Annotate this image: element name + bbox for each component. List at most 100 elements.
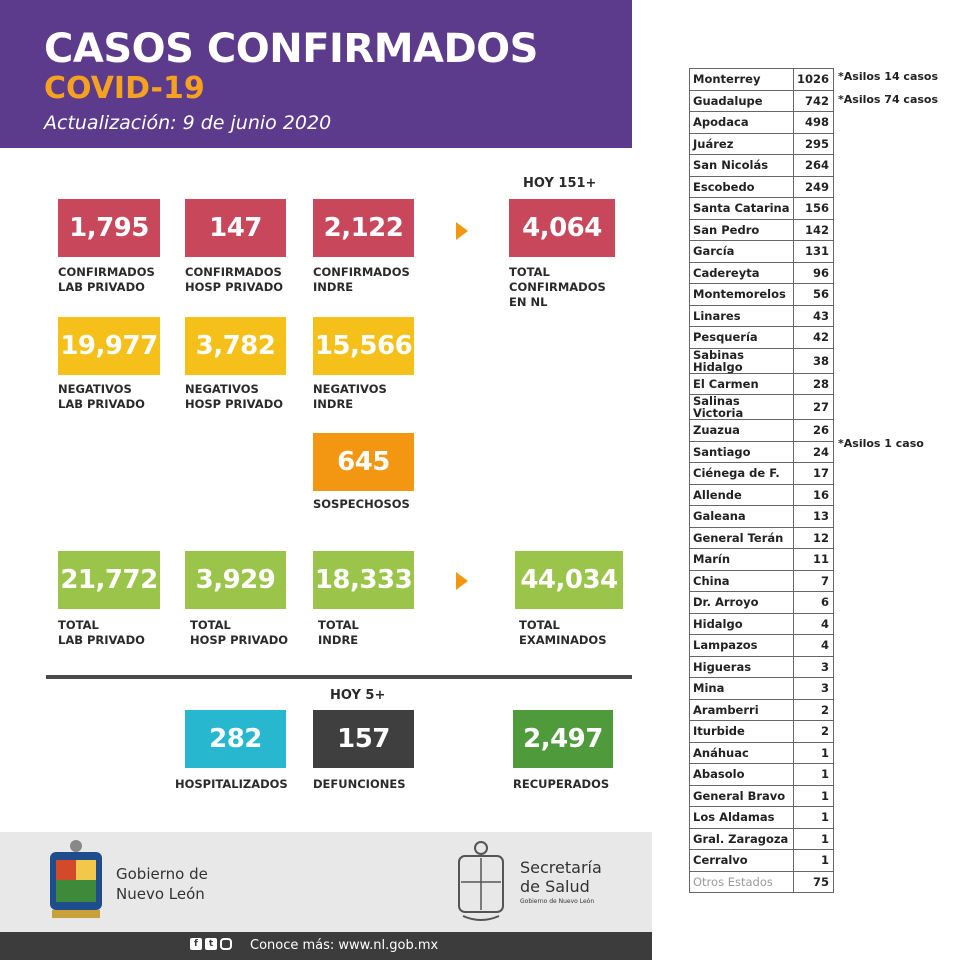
table-row: García 131 [689, 240, 835, 263]
table-row: Santiago 24 [689, 440, 835, 463]
table-row: Santa Catarina 156 [689, 197, 835, 220]
table-row: San Pedro 142 [689, 218, 835, 241]
municipio-count: 142 [792, 218, 835, 241]
table-row: General Terán 12 [689, 526, 835, 549]
update-date: Actualización: 9 de junio 2020 [44, 112, 332, 134]
municipio-name: Escobedo [689, 175, 794, 198]
municipio-count: 1 [792, 849, 835, 872]
negativos-lab-privado-value: 19,977 [58, 317, 160, 375]
municipio-count: 1 [792, 763, 835, 786]
note-monterrey: *Asilos 14 casos [838, 70, 939, 83]
municipio-count: 12 [792, 526, 835, 549]
municipio-name: Monterrey [689, 68, 794, 91]
recuperados-label: RECUPERADOS [513, 777, 610, 791]
confirmados-hosp-privado-value: 147 [185, 199, 286, 257]
negativos-indre-label: NEGATIVOS INDRE [313, 382, 387, 411]
negativos-hosp-privado-value: 3,782 [185, 317, 286, 375]
municipio-name: Santa Catarina [689, 197, 794, 220]
municipio-name: Dr. Arroyo [689, 591, 794, 614]
more-info-link[interactable]: Conoce más: www.nl.gob.mx [250, 938, 439, 953]
table-row: Otros Estados 75 [689, 870, 835, 893]
table-row: Sabinas Hidalgo 38 [689, 347, 835, 374]
total-confirmados-value: 4,064 [509, 199, 615, 257]
table-row: Escobedo 249 [689, 175, 835, 198]
municipio-count: 96 [792, 261, 835, 284]
negativos-lab-privado-label: NEGATIVOS LAB PRIVADO [58, 382, 145, 411]
total-hosp-privado-label: TOTAL HOSP PRIVADO [190, 618, 289, 647]
sospechosos-value: 645 [313, 433, 414, 491]
sospechosos-label: SOSPECHOSOS [313, 497, 410, 511]
table-row: Dr. Arroyo 6 [689, 591, 835, 614]
secretaria-salud-text: Secretaría de Salud [520, 858, 602, 896]
table-row: Salinas Victoria 27 [689, 394, 835, 420]
municipio-name: Anáhuac [689, 741, 794, 764]
negativos-indre-value: 15,566 [313, 317, 414, 375]
confirmados-indre-value: 2,122 [313, 199, 414, 257]
twitter-icon[interactable]: t [205, 938, 217, 950]
table-row: Linares 43 [689, 304, 835, 327]
municipio-name: Marín [689, 548, 794, 571]
facebook-icon[interactable]: f [190, 938, 202, 950]
section-divider [46, 675, 632, 679]
table-row: Apodaca 498 [689, 111, 835, 134]
note-guadalupe: *Asilos 74 casos [838, 93, 939, 106]
municipio-count: 17 [792, 462, 835, 485]
municipio-name: Linares [689, 304, 794, 327]
municipio-name: Santiago [689, 440, 794, 463]
municipio-count: 1 [792, 784, 835, 807]
table-row: Cerralvo 1 [689, 849, 835, 872]
table-row: Iturbide 2 [689, 720, 835, 743]
instagram-icon[interactable] [220, 938, 232, 950]
municipio-count: 1 [792, 806, 835, 829]
defunciones-value: 157 [313, 710, 414, 768]
total-hosp-privado-value: 3,929 [185, 551, 286, 609]
table-row: Marín 11 [689, 548, 835, 571]
negativos-hosp-privado-label: NEGATIVOS HOSP PRIVADO [185, 382, 284, 411]
municipio-count: 3 [792, 655, 835, 678]
municipio-name: Zuazua [689, 419, 794, 442]
municipio-count: 6 [792, 591, 835, 614]
recuperados-value: 2,497 [513, 710, 613, 768]
table-row: Montemorelos 56 [689, 283, 835, 306]
hospitalizados-value: 282 [185, 710, 286, 768]
page-subtitle: COVID-19 [44, 71, 205, 106]
nuevo-leon-coat-of-arms-icon [50, 840, 102, 918]
municipio-count: 38 [792, 347, 835, 374]
confirmados-lab-privado-label: CONFIRMADOS LAB PRIVADO [58, 265, 155, 294]
table-row: Higueras 3 [689, 655, 835, 678]
municipio-name: San Nicolás [689, 154, 794, 177]
table-row: Aramberri 2 [689, 698, 835, 721]
municipio-count: 13 [792, 505, 835, 528]
confirmados-indre-label: CONFIRMADOS INDRE [313, 265, 410, 294]
municipio-name: China [689, 569, 794, 592]
municipio-count: 264 [792, 154, 835, 177]
header-banner: CASOS CONFIRMADOS COVID-19 Actualización… [0, 0, 632, 148]
table-row: Zuazua 26 [689, 419, 835, 442]
footer-bar: f t Conoce más: www.nl.gob.mx [0, 932, 652, 960]
municipio-name: Gral. Zaragoza [689, 827, 794, 850]
municipio-count: 43 [792, 304, 835, 327]
arrow-icon [456, 572, 468, 590]
table-row: Hidalgo 4 [689, 612, 835, 635]
municipio-name: Cadereyta [689, 261, 794, 284]
arrow-icon [456, 222, 468, 240]
page-title: CASOS CONFIRMADOS [44, 26, 538, 72]
municipio-count: 1 [792, 741, 835, 764]
table-row: Galeana 13 [689, 505, 835, 528]
total-indre-value: 18,333 [313, 551, 414, 609]
salud-line1: Secretaría [520, 858, 602, 877]
municipio-count: 56 [792, 283, 835, 306]
table-row: Lampazos 4 [689, 634, 835, 657]
footer [0, 832, 652, 932]
municipio-name: Allende [689, 483, 794, 506]
municipio-name: Juárez [689, 132, 794, 155]
municipio-count: 1 [792, 827, 835, 850]
municipio-name: El Carmen [689, 372, 794, 395]
total-lab-privado-value: 21,772 [58, 551, 160, 609]
municipio-count: 75 [792, 870, 835, 893]
table-row: Monterrey 1026 [689, 68, 835, 91]
municipio-name: Los Aldamas [689, 806, 794, 829]
gobierno-nl-text: Gobierno de Nuevo León [116, 864, 208, 904]
municipio-name: Lampazos [689, 634, 794, 657]
hoy-confirmados-label: HOY 151+ [523, 176, 597, 191]
